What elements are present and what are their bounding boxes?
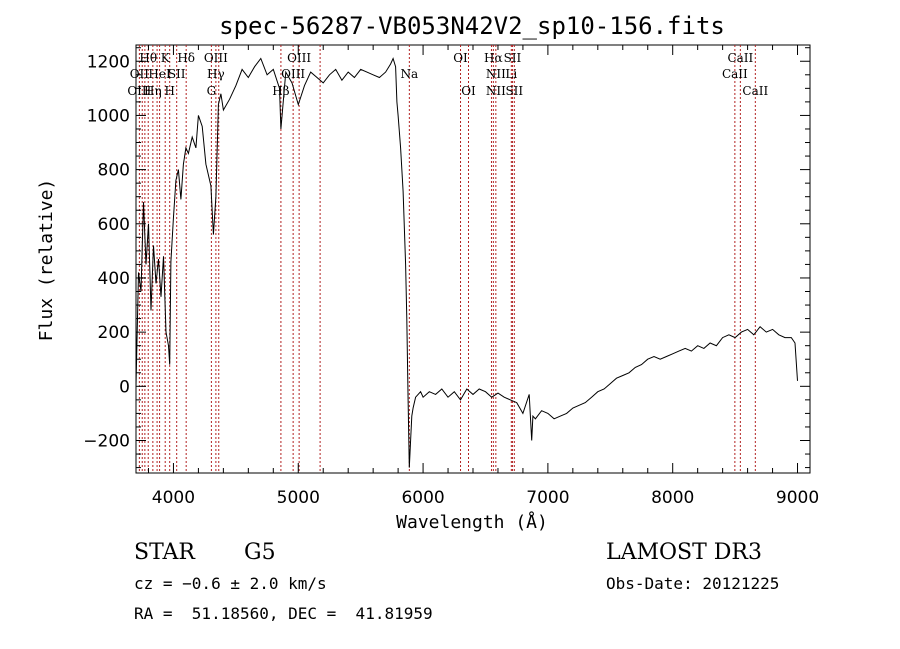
survey-name: LAMOST DR3 xyxy=(606,540,762,565)
y-tick-label: 600 xyxy=(98,215,130,235)
y-tick-label: 200 xyxy=(98,323,130,343)
spectral-line-label: Hδ xyxy=(177,51,195,65)
spectral-line-label: Hγ xyxy=(207,67,225,81)
spectral-line-label: SII xyxy=(505,84,523,98)
spectral-line-label: SII xyxy=(168,67,186,81)
spectral-line-label: HeI xyxy=(148,67,171,81)
spectral-line-label: Hβ xyxy=(272,84,289,98)
spectral-line-label: G xyxy=(207,84,217,98)
x-tick-label: 7000 xyxy=(526,488,569,508)
spectral-line-label: CaII xyxy=(742,84,768,98)
sky-coordinates: RA = 51.18560, DEC = 41.81959 xyxy=(134,604,433,623)
spectral-line-label: OI xyxy=(453,51,468,65)
x-tick-label: 4000 xyxy=(152,488,195,508)
spectral-subclass: G5 xyxy=(244,540,276,565)
y-tick-label: 0 xyxy=(119,377,130,397)
x-tick-label: 8000 xyxy=(651,488,694,508)
spectral-line-label: Li xyxy=(505,67,517,81)
y-axis-ticks: −200 0 200 400 600 800 1000 1200 xyxy=(83,47,810,469)
chart-title: spec-56287-VB053N42V2_sp10-156.fits xyxy=(219,12,725,40)
x-axis-label: Wavelength (Å) xyxy=(396,511,548,533)
spectral-line-label: NII xyxy=(486,67,506,81)
observation-date: Obs-Date: 20121225 xyxy=(606,574,780,593)
redshift-velocity: cz = −0.6 ± 2.0 km/s xyxy=(134,574,327,593)
y-tick-label: −200 xyxy=(83,431,130,451)
object-class: STAR xyxy=(134,540,195,565)
spectral-line-label: NII xyxy=(486,84,506,98)
plot-frame xyxy=(135,44,811,474)
spectral-line-label: SII xyxy=(504,51,522,65)
spectral-line-label: OIII xyxy=(204,51,228,65)
spectral-line-label: Hθ xyxy=(139,51,157,65)
spectrum-plot: spec-56287-VB053N42V2_sp10-156.fits Hθ OI… xyxy=(36,12,819,533)
spectral-line-label: H xyxy=(164,84,174,98)
spectral-line-label: OIII xyxy=(287,51,311,65)
x-tick-label: 9000 xyxy=(776,488,819,508)
spectral-line-label: K xyxy=(161,51,171,65)
x-tick-label: 5000 xyxy=(277,488,320,508)
spectral-line-labels: HθOIIOIIIHηKHeIHHδSIIOIIIHγGOIIIOIIIHβNa… xyxy=(127,51,768,98)
y-tick-label: 400 xyxy=(98,269,130,289)
spectral-line-label: OI xyxy=(461,84,476,98)
spectral-line-markers xyxy=(138,45,756,473)
spectrum-line xyxy=(135,57,798,468)
x-tick-label: 6000 xyxy=(401,488,444,508)
spectral-line-label: OIII xyxy=(281,67,305,81)
spectral-line-label: CaII xyxy=(722,67,748,81)
y-tick-label: 800 xyxy=(98,161,130,181)
y-axis-label: Flux (relative) xyxy=(36,179,57,342)
spectral-line-label: OIII xyxy=(127,84,151,98)
spectral-line-label: Na xyxy=(401,67,419,81)
spectral-line-label: Hη xyxy=(144,84,162,98)
x-axis-ticks: 4000 5000 6000 7000 8000 9000 xyxy=(147,45,819,508)
spectral-line-label: OII xyxy=(130,67,150,81)
spectral-line-label: CaII xyxy=(727,51,753,65)
y-tick-label: 1000 xyxy=(87,106,130,126)
spectral-line-label: Hα xyxy=(484,51,503,65)
y-tick-label: 1200 xyxy=(87,52,130,72)
